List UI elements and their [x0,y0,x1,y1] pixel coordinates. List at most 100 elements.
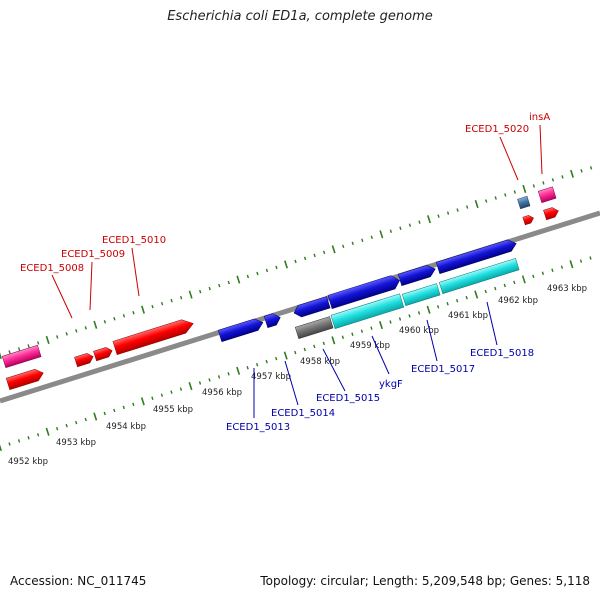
tick-top-minor [179,295,183,300]
tick-bottom-minor [417,311,421,315]
tick-top-minor [322,250,326,255]
gene-track-bottom [217,239,520,343]
gene-label-eced1-5013: ECED1_5013 [226,422,290,433]
tick-top-minor [199,289,202,294]
kbp-label-4960: 4960 kbp [399,326,439,336]
gene-block-steel [517,195,531,210]
tick-top-minor [151,304,154,309]
gene-block-gray [294,316,334,340]
gene-label-eced1-5010: ECED1_5010 [102,235,166,246]
kbp-label-4959: 4959 kbp [350,341,390,351]
tick-bottom-minor [494,286,497,291]
tick-bottom-minor [322,341,325,346]
tick-top-minor [294,259,297,264]
tick-top-major [474,199,479,209]
tick-top-major [379,230,384,239]
tick-top-minor [494,196,497,200]
kbp-label-4955: 4955 kbp [153,405,193,415]
tick-bottom-minor [398,317,402,321]
tick-top-major [522,184,527,194]
tick-bottom-major [140,397,145,406]
kbp-label-4953: 4953 kbp [56,438,96,448]
tick-top-minor [504,193,507,197]
tick-top-minor [103,320,107,324]
tick-top-minor [75,329,78,333]
tick-bottom-minor [341,335,345,340]
tick-bottom-minor [179,387,183,391]
tick-bottom-minor [370,326,373,330]
tick-bottom-minor [17,439,21,443]
tick-bottom-minor [360,329,364,333]
tick-bottom-minor [208,378,211,382]
tick-row-top [0,166,593,360]
tick-bottom-minor [551,268,554,272]
tick-top-minor [313,253,316,258]
gene-label-eced1-5014: ECED1_5014 [271,408,335,419]
tick-bottom-minor [503,283,506,288]
tick-top-major [45,335,50,344]
gene-label-eced1-5017: ECED1_5017 [411,364,475,375]
tick-bottom-minor [589,256,592,260]
tick-top-minor [36,341,40,345]
tick-top-minor [65,332,68,336]
tick-top-major [0,352,2,360]
leader-lines-top [51,124,543,319]
kbp-label-4963: 4963 kbp [547,284,587,294]
tick-bottom-minor [36,433,40,437]
tick-top-major [141,305,145,314]
tick-top-minor [446,211,450,215]
tick-top-minor [580,169,583,173]
tick-bottom-major [188,381,193,391]
kbp-label-4961: 4961 kbp [448,311,488,321]
tick-bottom-minor [513,280,516,285]
tick-top-major [93,320,98,329]
tick-bottom-major [378,321,383,330]
tick-top-minor [84,326,87,330]
tick-bottom-minor [198,381,202,385]
tick-bottom-major [93,412,98,421]
tick-bottom-minor [132,402,135,407]
tick-top-minor [132,310,135,315]
gene-arrow-eced1-5018 [435,239,517,275]
gene-label-eced1-5020: ECED1_5020 [465,124,529,135]
tick-top-minor [456,208,459,212]
tick-top-minor [485,199,488,203]
tick-bottom-minor [256,362,259,367]
tick-bottom-minor [113,408,116,413]
genome-summary-text: Topology: circular; Length: 5,209,548 bp… [260,574,590,588]
tick-top-minor [342,244,345,249]
tick-bottom-minor [532,274,535,279]
tick-top-minor [513,190,516,194]
kbp-label-4962: 4962 kbp [498,296,538,306]
tick-bottom-minor [579,259,583,263]
tick-top-major [236,275,241,284]
tick-bottom-minor [265,359,268,364]
tick-bottom-minor [8,442,11,446]
tick-top-minor [122,314,126,318]
tick-bottom-minor [313,344,316,349]
tick-bottom-minor [541,271,545,276]
accession-text: Accession: NC_011745 [10,574,147,588]
tick-bottom-major [521,275,526,284]
tick-top-minor [208,286,211,291]
tick-bottom-minor [446,302,449,306]
tick-bottom-minor [246,366,249,370]
tick-top-minor [113,317,116,321]
gene-labels-bottom: ECED1_5013 ECED1_5014 ECED1_5015 ykgF EC… [226,348,534,433]
tick-bottom-minor [103,411,106,416]
gene-block-cyan-ykgf [330,293,405,329]
kbp-label-4957: 4957 kbp [251,372,291,382]
tick-bottom-minor [294,350,297,355]
tick-top-minor [303,256,307,261]
tick-bottom-minor [160,393,164,397]
tick-bottom-minor [389,320,392,324]
tick-bottom-minor [217,375,221,379]
gene-arrow-eced1-5015 [327,275,400,309]
gene-arrow-eced1-5010 [112,319,194,355]
gene-arrow-eced1-5013 [217,318,264,343]
kbp-label-4952: 4952 kbp [8,457,48,467]
kbp-label-4956: 4956 kbp [202,388,242,398]
tick-bottom-minor [55,426,59,431]
tick-top-minor [351,241,354,246]
